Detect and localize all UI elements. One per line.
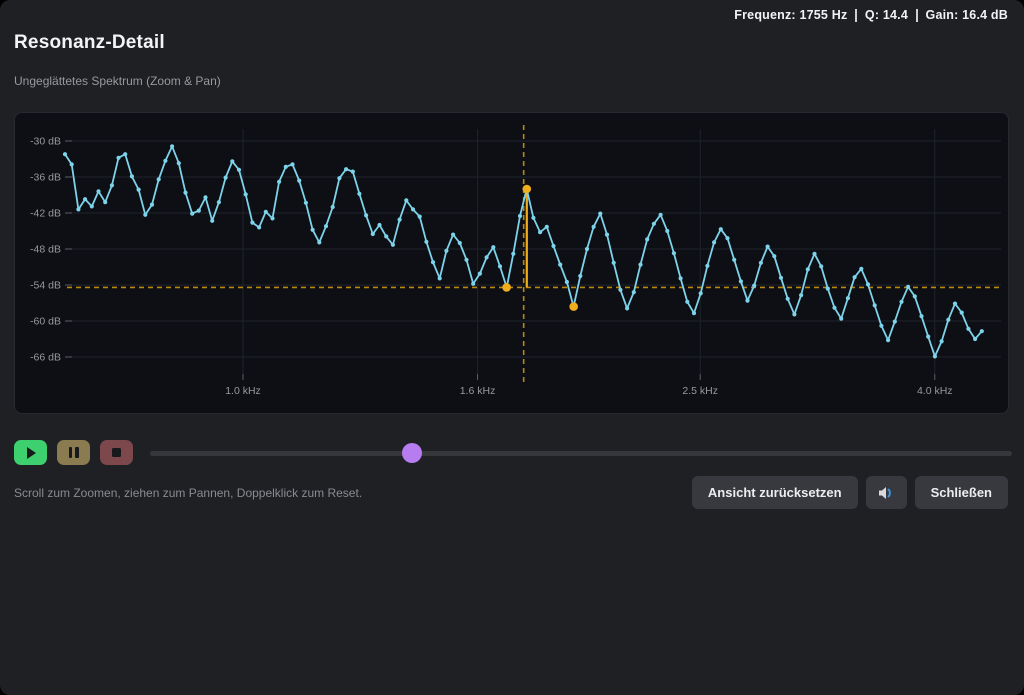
stat-gain: Gain: 16.4 dB [925, 8, 1008, 22]
svg-text:-48 dB: -48 dB [30, 244, 61, 256]
svg-text:-42 dB: -42 dB [30, 208, 61, 220]
stat-q: Q: 14.4 [864, 8, 909, 22]
svg-text:-66 dB: -66 dB [30, 352, 61, 364]
action-buttons: Ansicht zurücksetzen Schließen [691, 476, 1008, 509]
svg-text:-30 dB: -30 dB [30, 136, 61, 148]
close-button[interactable]: Schließen [914, 476, 1008, 509]
resonance-stats: Frequenz: 1755 Hz Q: 14.4 Gain: 16.4 dB [734, 8, 1008, 22]
svg-text:-60 dB: -60 dB [30, 316, 61, 328]
stat-separator [916, 8, 918, 22]
slider-track[interactable] [150, 451, 1012, 456]
speaker-icon [879, 486, 891, 499]
svg-text:4.0 kHz: 4.0 kHz [917, 385, 953, 397]
svg-text:-54 dB: -54 dB [30, 280, 61, 292]
stop-button[interactable] [100, 440, 133, 465]
play-icon [27, 446, 36, 459]
page-title: Resonanz-Detail [14, 32, 165, 53]
svg-text:1.6 kHz: 1.6 kHz [460, 385, 496, 397]
transport-controls [14, 440, 133, 465]
play-button[interactable] [14, 440, 47, 465]
stat-frequency: Frequenz: 1755 Hz [734, 8, 848, 22]
stop-icon [112, 448, 121, 457]
svg-text:-36 dB: -36 dB [30, 172, 61, 184]
reset-view-button[interactable]: Ansicht zurücksetzen [691, 476, 858, 509]
svg-text:1.0 kHz: 1.0 kHz [225, 385, 261, 397]
svg-text:2.5 kHz: 2.5 kHz [682, 385, 718, 397]
chart-subtitle: Ungeglättetes Spektrum (Zoom & Pan) [14, 74, 221, 88]
slider-thumb[interactable] [402, 443, 423, 463]
stat-separator [855, 8, 857, 22]
spectrum-chart-panel: -30 dB -36 dB -42 dB -48 dB -54 dB -60 dB -66 … [14, 112, 1009, 414]
playback-position-slider[interactable] [150, 443, 1012, 463]
pause-button[interactable] [57, 440, 90, 465]
audio-preview-button[interactable] [865, 476, 907, 509]
spectrum-chart[interactable]: -30 dB -36 dB -42 dB -48 dB -54 dB -60 dB -66 … [15, 113, 1008, 413]
interaction-hint: Scroll zum Zoomen, ziehen zum Pannen, Do… [14, 486, 363, 500]
pause-icon [68, 447, 79, 458]
